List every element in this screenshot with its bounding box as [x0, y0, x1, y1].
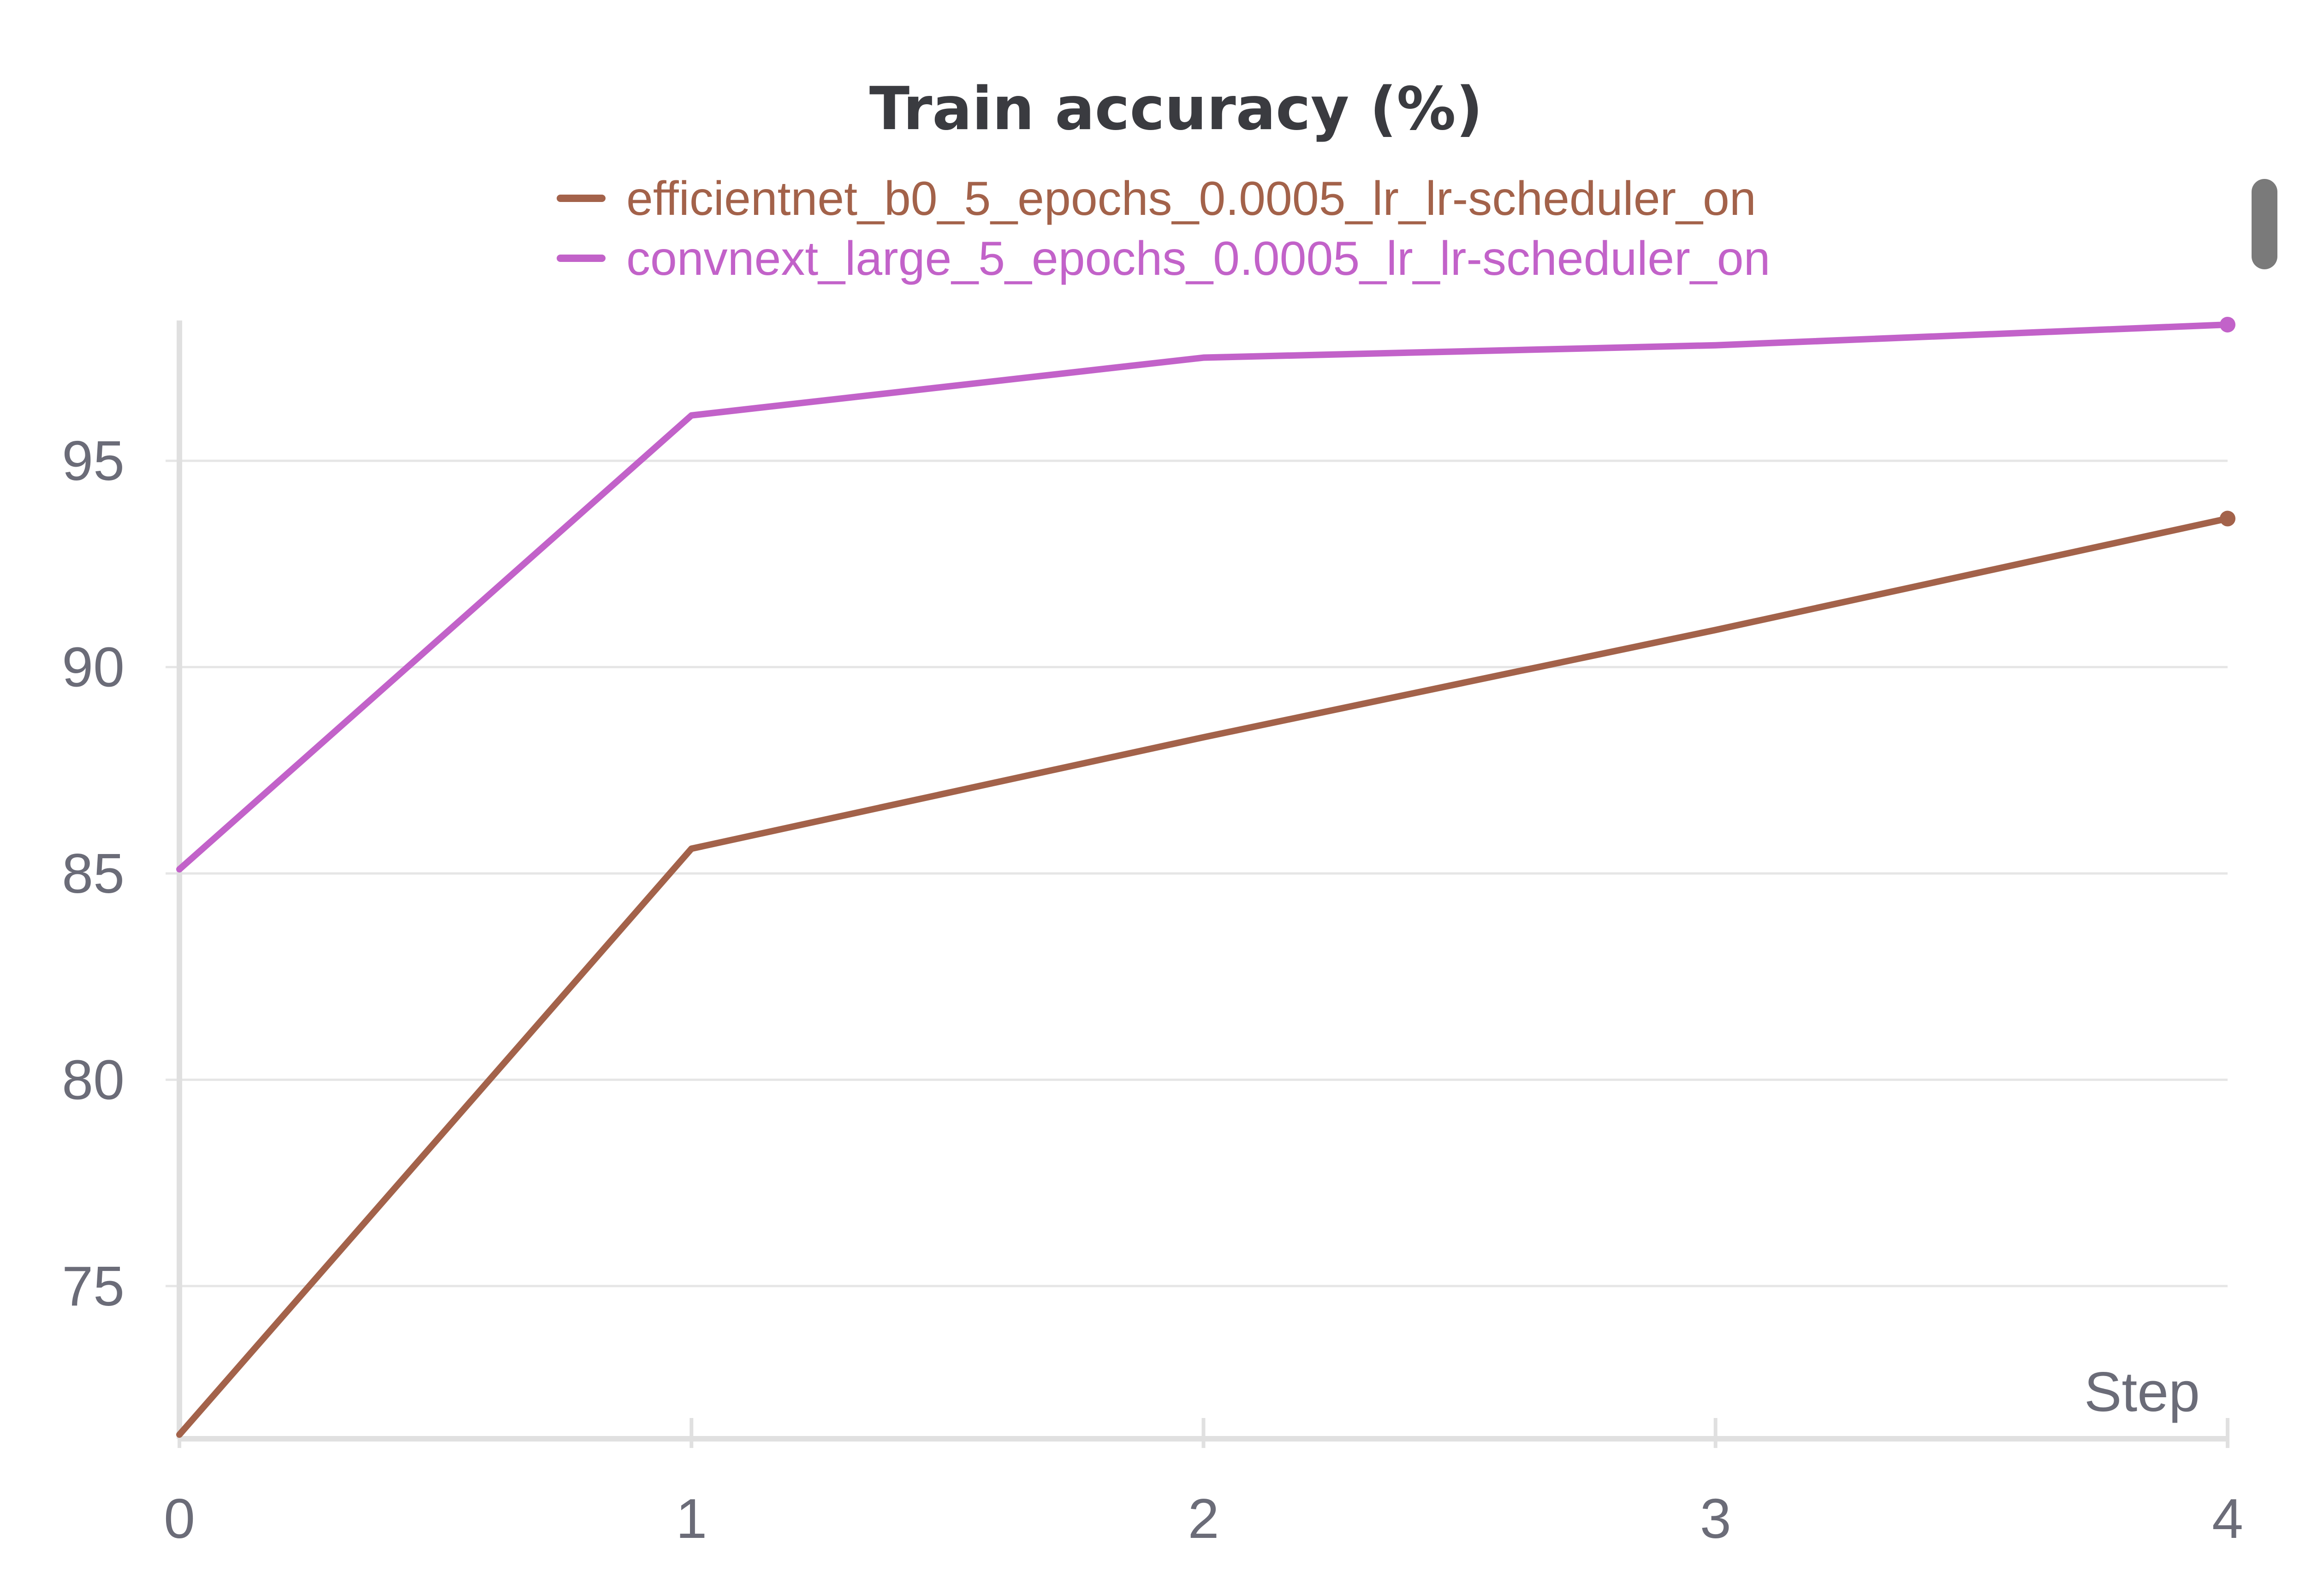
legend-item-1[interactable]: convnext_large_5_epochs_0.0005_lr_lr-sch… — [557, 232, 1770, 285]
series-end-point-0 — [2220, 510, 2235, 527]
series-line-1 — [176, 321, 2231, 873]
legend-item-0[interactable]: efficientnet_b0_5_epochs_0.0005_lr_lr-sc… — [557, 172, 1756, 225]
x-tick-label: 3 — [1700, 1487, 1731, 1550]
tick-labels: 75 80 85 90 95 0 1 2 3 4 — [62, 429, 2243, 1550]
axes — [177, 320, 2229, 1448]
y-tick-label: 90 — [62, 636, 125, 699]
grid-lines — [166, 459, 2228, 1287]
legend-label: efficientnet_b0_5_epochs_0.0005_lr_lr-sc… — [626, 172, 1756, 225]
series-end-point-1 — [2220, 316, 2235, 332]
y-tick-label: 95 — [62, 429, 125, 492]
x-tick-label: 4 — [2212, 1487, 2243, 1550]
legend-label: convnext_large_5_epochs_0.0005_lr_lr-sch… — [626, 232, 1770, 285]
series-layer — [176, 316, 2235, 1438]
y-tick-label: 80 — [62, 1048, 125, 1111]
x-axis-label: Step — [2084, 1360, 2200, 1423]
x-tick-label: 1 — [676, 1487, 707, 1550]
scrollbar-handle[interactable] — [2252, 179, 2277, 269]
legend: efficientnet_b0_5_epochs_0.0005_lr_lr-sc… — [557, 172, 1770, 285]
chart-title: Train accuracy (%) — [869, 75, 1483, 143]
x-tick-label: 0 — [164, 1487, 195, 1550]
series-line-0 — [176, 515, 2231, 1438]
x-tick-label: 2 — [1188, 1487, 1219, 1550]
y-tick-label: 85 — [62, 842, 125, 905]
y-tick-label: 75 — [62, 1255, 125, 1317]
